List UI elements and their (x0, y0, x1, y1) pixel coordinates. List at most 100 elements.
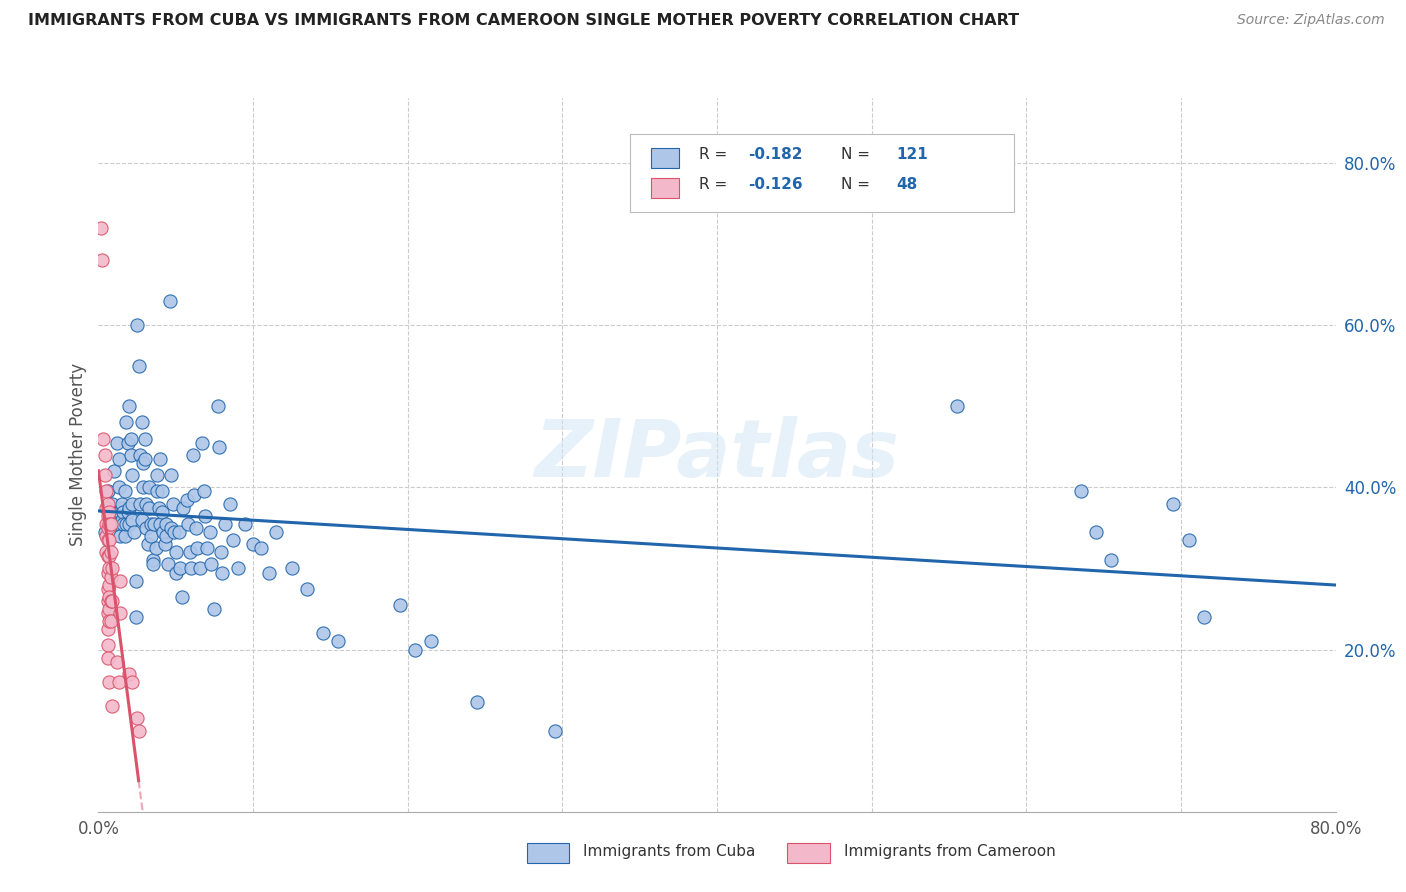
Text: R =: R = (699, 177, 731, 192)
Text: R =: R = (699, 147, 731, 162)
Point (183, 488, 205, 502)
Point (190, 561, 212, 575)
Point (186, 541, 208, 556)
Point (105, 435, 128, 450)
Point (204, 602, 226, 616)
Point (118, 666, 141, 681)
Point (127, 711, 149, 725)
FancyBboxPatch shape (651, 178, 679, 198)
Point (222, 533, 245, 547)
Point (101, 497, 124, 511)
Point (1161, 497, 1184, 511)
Point (97, 508, 120, 523)
Point (117, 505, 139, 519)
Point (177, 516, 200, 531)
Text: -0.126: -0.126 (748, 177, 803, 192)
Point (101, 513, 124, 527)
Point (173, 500, 195, 515)
Point (91, 432, 114, 446)
Point (98, 516, 121, 531)
Point (155, 516, 177, 531)
Point (120, 448, 142, 462)
Point (121, 513, 143, 527)
Text: ZIPatlas: ZIPatlas (534, 416, 900, 494)
Point (128, 359, 150, 373)
Point (100, 516, 122, 531)
Point (135, 497, 157, 511)
Point (107, 480, 129, 494)
Point (124, 574, 146, 588)
Point (98, 533, 121, 547)
Point (208, 440, 231, 454)
Point (257, 566, 280, 580)
Point (98, 508, 121, 523)
Point (1178, 533, 1201, 547)
Point (112, 505, 135, 519)
Point (165, 566, 187, 580)
Point (108, 529, 131, 543)
Point (145, 541, 167, 556)
Point (135, 521, 157, 535)
Point (111, 497, 134, 511)
Point (142, 558, 165, 572)
Point (100, 614, 122, 628)
Point (1069, 484, 1091, 499)
Y-axis label: Single Mother Poverty: Single Mother Poverty (69, 363, 87, 547)
Point (209, 545, 232, 559)
Point (152, 524, 174, 539)
Point (138, 500, 160, 515)
Point (176, 492, 198, 507)
Point (388, 598, 412, 612)
Point (132, 480, 155, 494)
Point (107, 505, 129, 519)
Point (115, 416, 138, 430)
Point (98, 675, 121, 690)
Point (419, 634, 441, 648)
Point (148, 500, 170, 515)
Point (115, 516, 138, 531)
Point (96, 500, 118, 515)
Point (97, 533, 120, 547)
Point (117, 435, 139, 450)
Point (101, 699, 124, 714)
Point (242, 537, 264, 551)
Point (131, 416, 153, 430)
Text: Immigrants from Cuba: Immigrants from Cuba (583, 845, 756, 859)
Point (96, 529, 118, 543)
Point (195, 541, 218, 556)
Point (129, 497, 152, 511)
Point (226, 561, 249, 575)
Text: 48: 48 (897, 177, 918, 192)
Point (1099, 553, 1122, 567)
Point (162, 497, 184, 511)
Point (93, 448, 115, 462)
Point (104, 505, 127, 519)
Point (159, 293, 181, 308)
Point (98, 561, 121, 575)
Point (122, 524, 145, 539)
Point (214, 516, 236, 531)
Point (97, 639, 120, 653)
Point (108, 574, 131, 588)
Point (155, 529, 177, 543)
Text: -0.182: -0.182 (748, 147, 803, 162)
Point (1085, 524, 1108, 539)
Point (179, 545, 201, 559)
Point (118, 399, 141, 413)
Point (281, 561, 304, 575)
Point (103, 464, 125, 478)
Point (105, 655, 128, 669)
Point (100, 594, 122, 608)
Point (107, 675, 129, 690)
Point (121, 675, 143, 690)
Point (326, 634, 350, 648)
Point (946, 399, 969, 413)
Point (101, 561, 124, 575)
Point (128, 723, 150, 738)
Point (146, 468, 169, 483)
FancyBboxPatch shape (651, 148, 679, 168)
Point (90, 220, 112, 235)
Point (97, 650, 120, 665)
Text: N =: N = (841, 147, 875, 162)
Point (98, 614, 121, 628)
